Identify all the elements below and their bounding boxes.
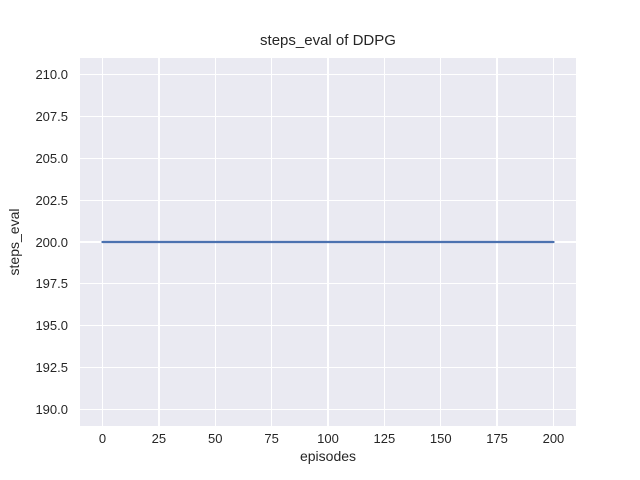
x-tick-label: 200 — [542, 431, 565, 446]
x-tick-label: 25 — [151, 431, 167, 446]
x-tick-label: 50 — [208, 431, 223, 446]
plot-area — [80, 58, 576, 426]
y-tick-label: 190.0 — [35, 401, 68, 417]
y-tick-label: 210.0 — [35, 67, 68, 83]
x-tick-label: 175 — [486, 431, 508, 446]
gridline-horizontal — [80, 324, 576, 327]
gridline-horizontal — [80, 115, 576, 118]
chart-title: steps_eval of DDPG — [260, 32, 396, 49]
y-tick-label: 202.5 — [35, 192, 68, 208]
x-tick-label: 100 — [317, 431, 339, 446]
x-tick-label: 125 — [373, 431, 396, 446]
gridline-horizontal — [80, 74, 576, 76]
gridline-horizontal — [80, 199, 576, 201]
gridline-horizontal — [80, 157, 576, 159]
y-tick-label: 207.5 — [35, 109, 68, 125]
gridline-horizontal — [80, 408, 576, 410]
x-tick-label: 75 — [264, 431, 279, 446]
y-tick-label: 197.5 — [35, 276, 68, 292]
line-series-svg — [101, 240, 555, 244]
y-tick-label: 192.5 — [35, 359, 68, 375]
x-tick-label: 0 — [98, 431, 107, 446]
x-tick-label: 150 — [429, 431, 452, 446]
gridline-horizontal — [80, 283, 576, 285]
x-axis-label: episodes — [299, 448, 357, 464]
gridline-horizontal — [80, 366, 576, 369]
y-tick-label: 195.0 — [35, 318, 68, 334]
y-tick-label: 200.0 — [35, 234, 68, 250]
y-tick-label: 205.0 — [35, 150, 68, 166]
